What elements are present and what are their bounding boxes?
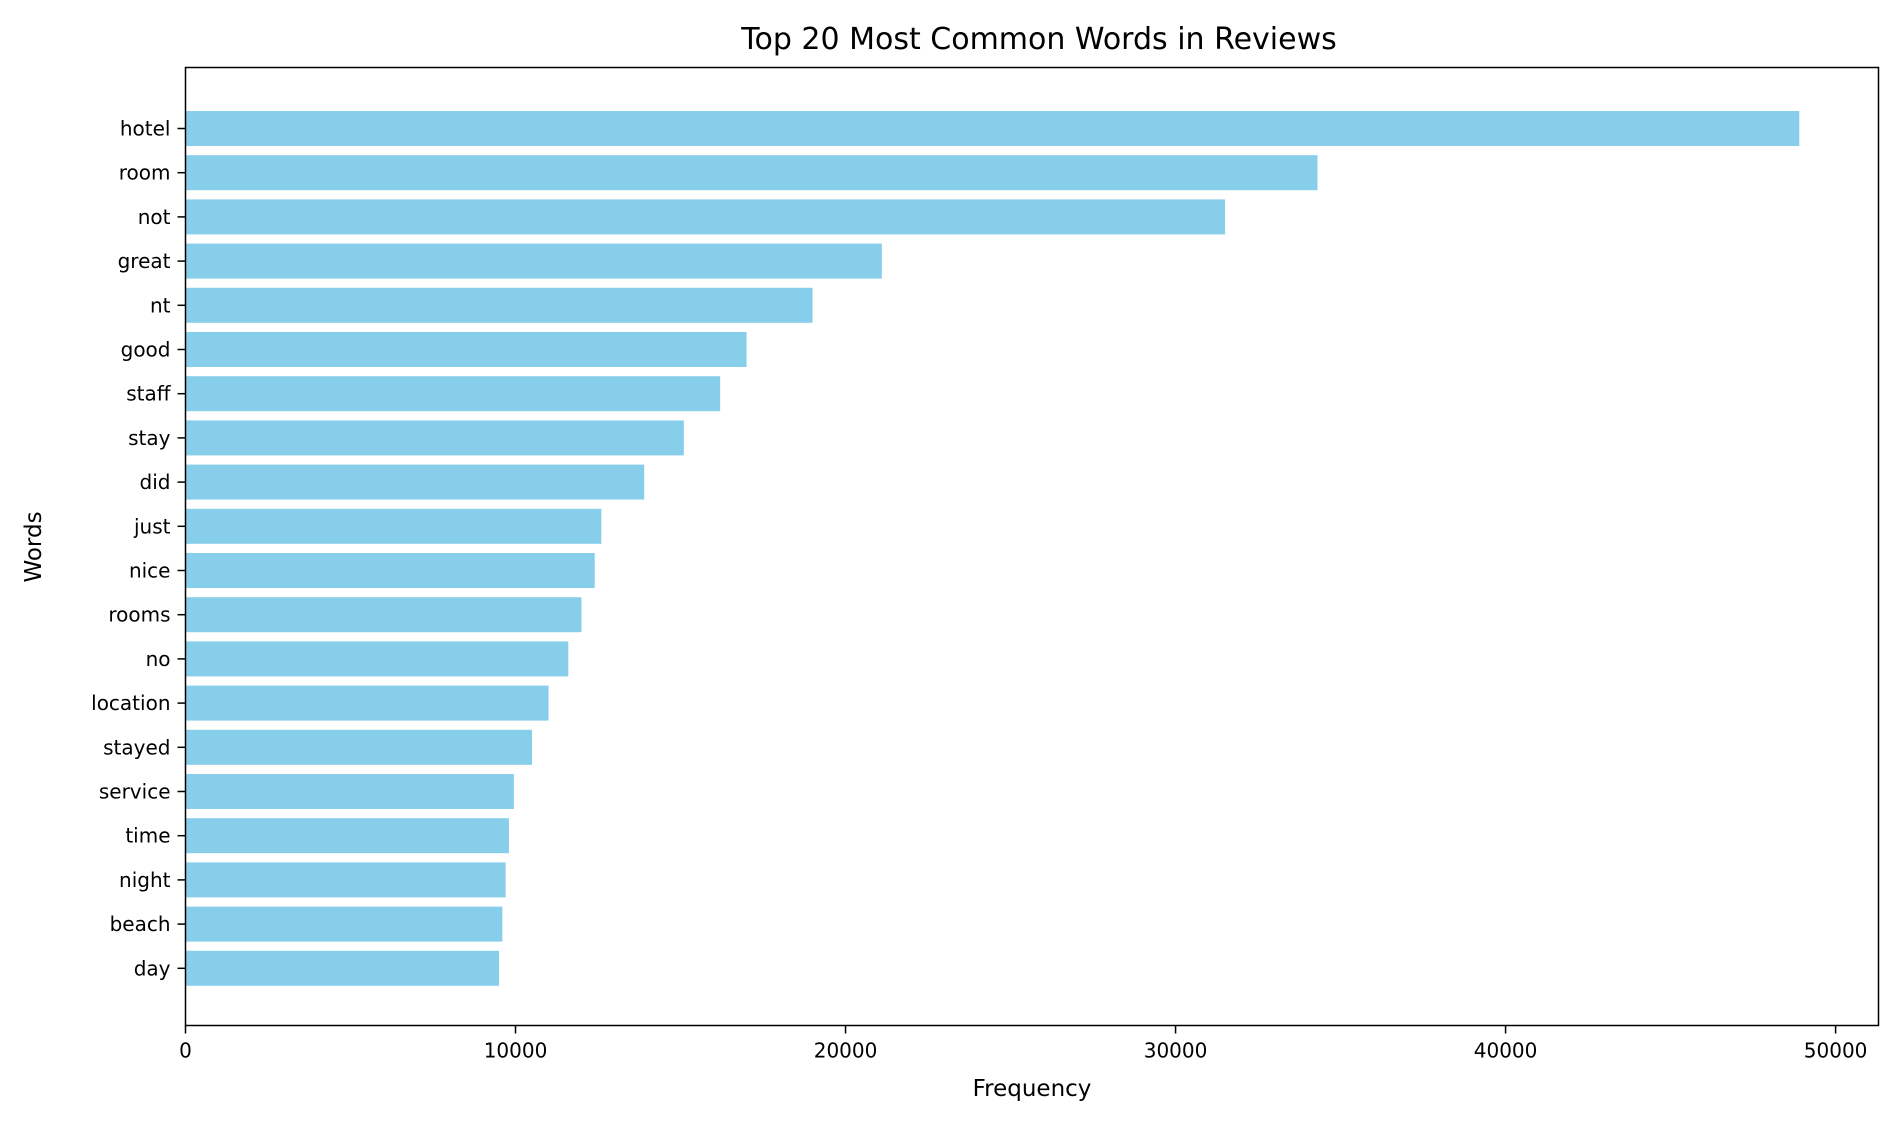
y-tick-label: room <box>119 161 171 185</box>
y-tick-label: night <box>119 868 171 892</box>
y-tick-label: great <box>118 249 171 273</box>
y-tick-label: not <box>138 205 171 229</box>
x-tick-layer: 0 10000 20000 30000 40000 50000 <box>179 1025 1868 1063</box>
x-tick-label: 30000 <box>1144 1039 1208 1063</box>
bars-layer <box>185 111 1800 986</box>
bar-day <box>185 950 500 986</box>
bar-just <box>185 508 602 544</box>
y-tick-label: stayed <box>103 735 170 759</box>
bar-staff <box>185 376 721 412</box>
bar-no <box>185 641 569 677</box>
x-tick-label: 20000 <box>814 1039 878 1063</box>
y-tick-label: nice <box>129 559 171 583</box>
y-tick-layer: hotel room not great nt good staff stay did just n… <box>91 117 186 980</box>
bar-service <box>185 774 514 809</box>
y-tick-label: rooms <box>108 603 170 627</box>
x-tick-label: 10000 <box>484 1039 548 1063</box>
bar-nt <box>185 287 813 323</box>
bar-good <box>185 332 747 367</box>
y-tick-label: did <box>140 470 171 494</box>
bar-rooms <box>185 597 582 633</box>
x-tick-label: 40000 <box>1474 1039 1538 1063</box>
plot-area-frame <box>184 66 1880 1027</box>
x-tick-label: 0 <box>179 1039 192 1063</box>
y-tick-label: day <box>134 956 171 980</box>
y-tick-label: just <box>133 514 171 538</box>
y-tick-label: good <box>121 338 171 362</box>
bar-location <box>185 685 549 721</box>
bar-beach <box>185 906 503 942</box>
y-tick-label: no <box>146 647 171 671</box>
y-tick-label: hotel <box>120 117 171 141</box>
y-tick-label: time <box>125 824 170 848</box>
chart-title: Top 20 Most Common Words in Reviews <box>740 22 1337 57</box>
y-tick-label: service <box>99 780 171 804</box>
bar-not <box>185 199 1226 235</box>
y-tick-label: nt <box>150 293 171 317</box>
y-axis-label: Words <box>21 511 47 582</box>
bar-nice <box>185 553 595 588</box>
y-tick-label: beach <box>110 912 171 936</box>
bar-great <box>185 243 882 279</box>
bar-did <box>185 464 645 500</box>
bar-night <box>185 862 506 898</box>
y-tick-label: staff <box>126 382 172 406</box>
x-tick-label: 50000 <box>1804 1039 1868 1063</box>
x-axis-label: Frequency <box>973 1076 1092 1102</box>
bar-hotel <box>185 111 1800 146</box>
y-tick-label: stay <box>128 426 171 450</box>
bar-stayed <box>185 729 533 765</box>
y-tick-label: location <box>91 691 170 715</box>
bar-time <box>185 818 509 854</box>
bar-stay <box>185 420 684 456</box>
bar-room <box>185 155 1318 191</box>
